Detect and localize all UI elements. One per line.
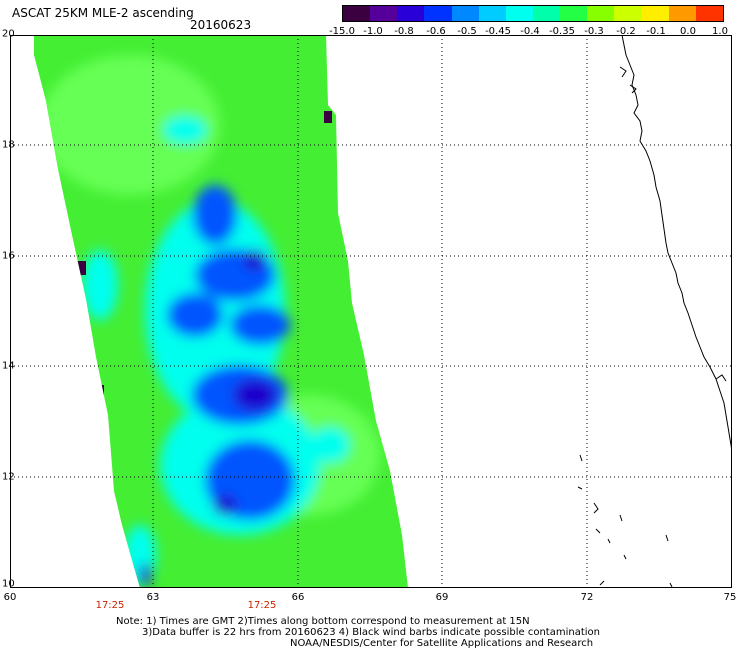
colorbar-segment [478,6,506,21]
blue-patch [193,185,237,245]
time-label: 17:25 [95,600,125,611]
colorbar-tick: -0.35 [549,26,575,37]
colorbar-segment [641,6,669,21]
lat-label: 12 [2,471,15,483]
colorbar-segment [560,6,588,21]
date-label: 20160623 [190,18,252,32]
dark-blue-patch [139,563,151,587]
cyan-patch [310,427,350,463]
colorbar-tick: 0.0 [680,26,696,37]
lon-label: 66 [291,592,305,603]
coastline [619,35,732,452]
dark-blue-patch [233,379,277,411]
colorbar-tick: -0.45 [485,26,511,37]
colorbar-segment [668,6,696,21]
dark-blue-patch [213,495,237,515]
colorbar-segment [505,6,533,21]
purple-pixel [96,385,104,395]
colorbar-ticks: -15.0 -1.0 -0.8 -0.6 -0.5 -0.45 -0.4 -0.… [329,26,740,40]
colorbar [342,5,724,22]
colorbar-tick: 1.0 [712,26,728,37]
colorbar-segment [343,6,371,21]
map-plot [10,35,732,588]
lat-label: 20 [2,28,15,40]
note-line: 3)Data buffer is 22 hrs from 20160623 4)… [142,627,600,638]
colorbar-tick: -0.2 [616,26,636,37]
colorbar-tick: -0.5 [457,26,477,37]
colorbar-segment [451,6,479,21]
lat-label: 10 [2,578,15,590]
cyan-patch [163,116,207,144]
chart-title: ASCAT 25KM MLE-2 ascending [12,6,194,20]
colorbar-segment [370,6,398,21]
colorbar-tick: -1.0 [363,26,383,37]
grid-lines [10,35,732,588]
colorbar-segment [532,6,561,21]
time-label: 17:25 [247,600,277,611]
lon-label: 60 [3,592,17,603]
cyan-patch [82,250,118,320]
lat-label: 18 [2,139,15,151]
colorbar-segment [695,6,723,21]
colorbar-segment [424,6,452,21]
lat-label: 14 [2,360,15,372]
purple-pixel [324,111,332,123]
colorbar-tick: -0.8 [394,26,414,37]
colorbar-tick: -0.3 [584,26,604,37]
blue-patch [230,305,290,345]
colorbar-tick: -0.1 [646,26,666,37]
light-green-patch [40,55,220,195]
note-line: NOAA/NESDIS/Center for Satellite Applica… [290,638,594,649]
dark-blue-patch [243,250,267,270]
purple-pixel [76,261,86,275]
lon-label: 75 [723,592,737,603]
swath-layer [34,35,408,588]
plot-frame [10,35,732,588]
blue-patch [167,293,223,337]
note-line: Note: 1) Times are GMT 2)Times along bot… [116,616,530,627]
lon-label: 63 [146,592,160,603]
colorbar-tick: -15.0 [329,26,355,37]
colorbar-segment [614,6,642,21]
colorbar-segment [587,6,615,21]
lat-label: 16 [2,250,15,262]
colorbar-segment [397,6,425,21]
lon-label: 69 [435,592,449,603]
islands [577,454,673,588]
colorbar-tick: -0.6 [426,26,446,37]
lon-label: 72 [580,592,594,603]
colorbar-tick: -0.4 [520,26,540,37]
